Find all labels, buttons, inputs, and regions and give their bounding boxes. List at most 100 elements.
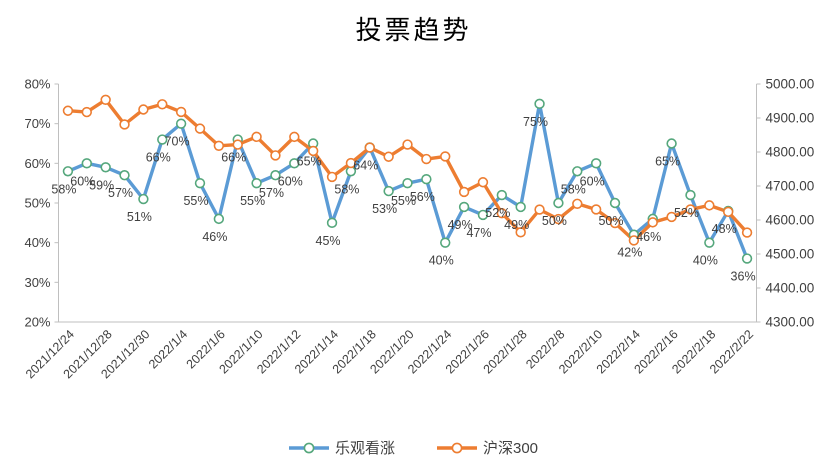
csi300-marker (251, 131, 262, 143)
optimistic-marker (553, 197, 564, 209)
series-csi300-line (66, 98, 749, 243)
csi300-marker (477, 177, 489, 188)
legend-line-marker-optimistic (288, 442, 329, 453)
optimistic-data-label: 70% (165, 135, 190, 149)
csi300-marker (289, 131, 300, 143)
legend-line-marker-csi300 (436, 442, 477, 453)
csi300-marker (100, 94, 111, 106)
optimistic-data-label: 65% (297, 155, 322, 169)
left-axis-tick-label: 60% (24, 156, 50, 171)
optimistic-marker (194, 177, 206, 189)
optimistic-marker (609, 197, 621, 209)
optimistic-marker (81, 158, 92, 169)
csi300-marker (496, 208, 508, 219)
csi300-marker (270, 150, 281, 161)
csi300-marker (402, 139, 413, 150)
csi300-marker (364, 142, 375, 153)
csi300-marker (628, 235, 640, 246)
csi300-marker (232, 139, 243, 150)
optimistic-marker (666, 138, 677, 149)
csi300-marker (383, 151, 394, 162)
optimistic-data-label: 66% (146, 151, 171, 165)
optimistic-data-label: 58% (561, 182, 586, 196)
chart-legend: 乐观看涨 沪深300 (0, 437, 827, 458)
csi300-marker (741, 227, 753, 238)
optimistic-data-label: 40% (429, 254, 454, 268)
csi300-marker (194, 123, 206, 134)
right-axis-tick-label: 4900.00 (766, 111, 815, 126)
csi300-marker (157, 99, 168, 110)
csi300-marker (666, 211, 677, 223)
optimistic-data-label: 51% (127, 210, 152, 224)
csi300-marker (609, 217, 621, 229)
csi300-marker (647, 217, 658, 228)
optimistic-data-label: 56% (410, 190, 435, 204)
right-axis-tick-label: 4700.00 (766, 179, 815, 194)
csi300-marker (119, 119, 130, 130)
optimistic-data-label: 49% (504, 218, 529, 232)
optimistic-data-label: 58% (334, 182, 359, 196)
optimistic-data-label: 57% (259, 186, 284, 200)
csi300-marker (175, 106, 187, 118)
left-axis-tick-label: 30% (24, 275, 50, 290)
optimistic-data-label: 48% (712, 222, 737, 236)
csi300-marker (590, 204, 602, 215)
optimistic-marker (175, 118, 187, 129)
csi300-marker (458, 186, 470, 198)
optimistic-marker (326, 217, 338, 229)
x-axis-date-label: 2022/1/4 (146, 327, 190, 371)
optimistic-marker (251, 177, 262, 189)
optimistic-data-label: 60% (278, 174, 303, 188)
optimistic-marker (157, 134, 168, 145)
csi300-marker (81, 106, 92, 118)
right-axis-tick-label: 4800.00 (766, 145, 815, 160)
right-axis-tick-label: 4300.00 (766, 315, 815, 330)
csi300-marker (515, 227, 526, 238)
left-axis-tick-label: 20% (24, 315, 50, 330)
optimistic-marker (100, 162, 111, 173)
right-axis-tick-label: 4400.00 (766, 281, 815, 296)
legend-item-csi300: 沪深300 (436, 437, 538, 458)
optimistic-marker (572, 166, 583, 177)
optimistic-data-label: 55% (391, 194, 416, 208)
csi300-marker (440, 151, 451, 162)
optimistic-marker (515, 201, 526, 213)
optimistic-data-label: 59% (89, 178, 114, 192)
csi300-marker (138, 104, 149, 115)
optimistic-data-label: 45% (316, 234, 341, 248)
csi300-marker (345, 157, 357, 169)
csi300-marker (307, 145, 319, 157)
optimistic-data-label: 55% (240, 194, 265, 208)
chart-title: 投票趋势 (355, 16, 472, 45)
optimistic-data-label: 42% (617, 246, 642, 260)
optimistic-data-label: 60% (70, 174, 95, 188)
optimistic-data-label: 53% (372, 202, 397, 216)
csi300-marker (572, 198, 583, 209)
optimistic-marker (213, 213, 225, 225)
optimistic-marker (402, 177, 413, 189)
optimistic-data-label: 57% (108, 186, 133, 200)
csi300-marker (534, 204, 545, 215)
optimistic-data-label: 75% (523, 115, 548, 129)
csi300-marker (326, 171, 338, 183)
optimistic-marker (477, 209, 489, 221)
legend-label-optimistic: 乐观看涨 (334, 440, 395, 457)
left-axis-tick-label: 70% (24, 116, 50, 131)
optimistic-marker (62, 166, 74, 177)
left-axis-tick-label: 40% (24, 235, 50, 250)
optimistic-data-label: 36% (731, 270, 756, 284)
optimistic-data-label: 58% (51, 182, 76, 196)
optimistic-data-label: 50% (542, 214, 567, 228)
optimistic-marker (534, 98, 545, 110)
optimistic-data-label: 50% (598, 214, 623, 228)
optimistic-marker (458, 201, 470, 213)
optimistic-data-label: 49% (448, 218, 473, 232)
csi300-marker (723, 206, 734, 218)
optimistic-marker (119, 170, 130, 181)
right-axis-tick-label: 5000.00 (766, 77, 815, 92)
right-axis-tick-label: 4600.00 (766, 213, 815, 228)
optimistic-data-label: 46% (202, 230, 227, 244)
optimistic-data-label: 52% (485, 206, 510, 220)
optimistic-marker (289, 158, 300, 169)
